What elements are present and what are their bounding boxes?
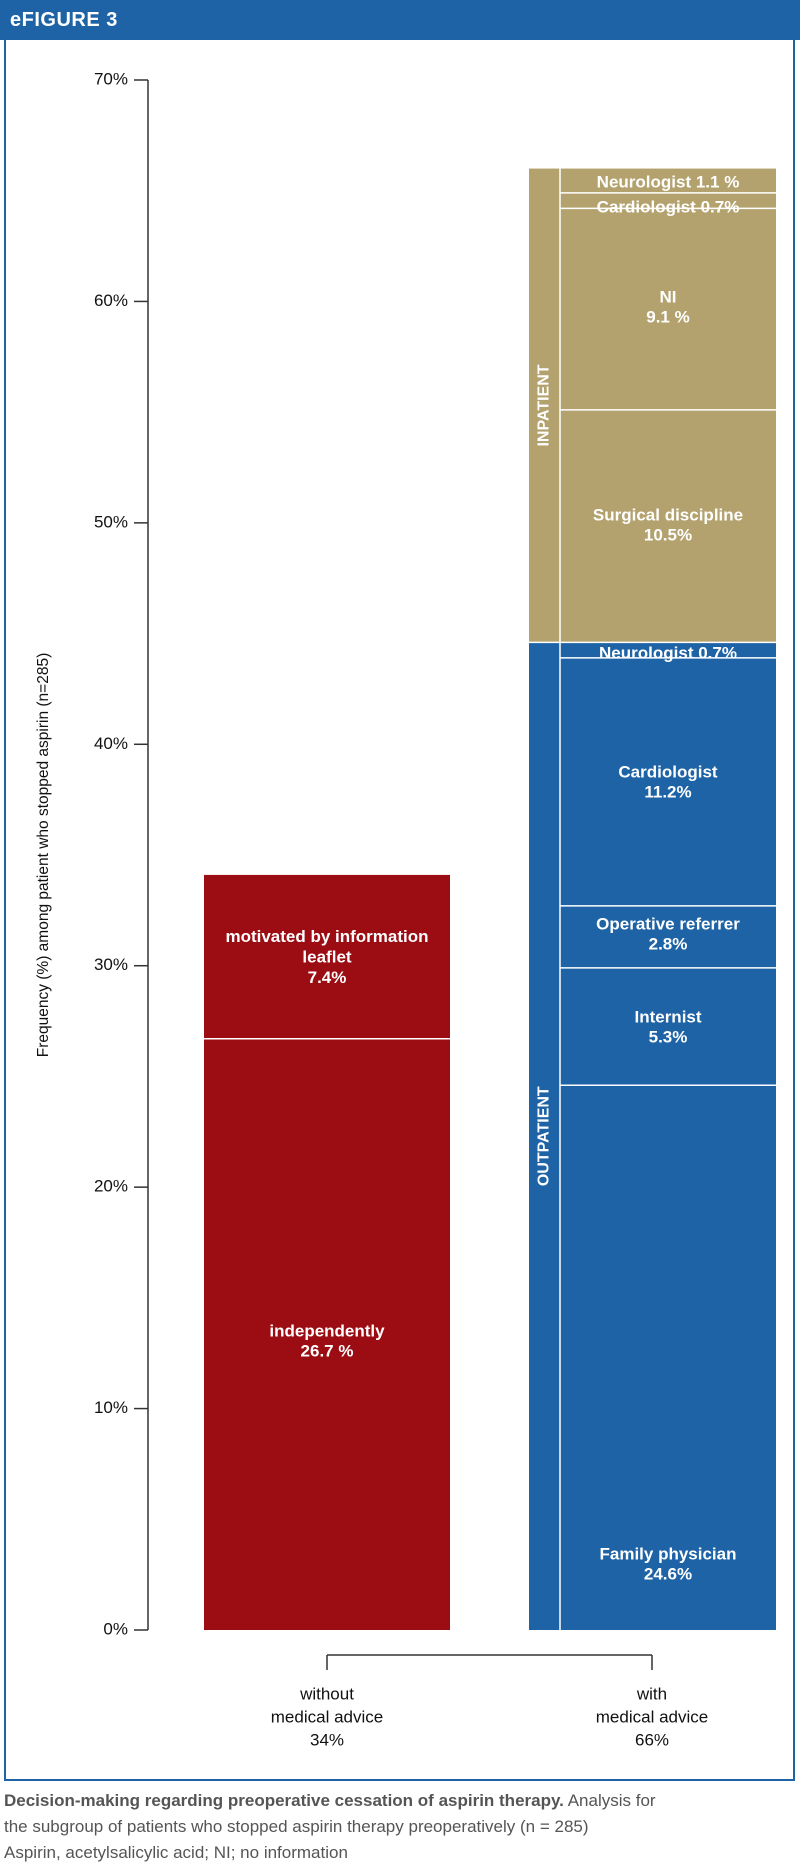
segment-label: Surgical discipline	[593, 505, 743, 524]
x-category-label: with	[636, 1684, 667, 1703]
bar-segment	[560, 168, 776, 193]
bar-segment	[560, 642, 776, 658]
group-label: INPATIENT	[536, 364, 553, 446]
segment-label: Cardiologist 0.7%	[597, 197, 740, 216]
segment-label: Cardiologist	[618, 762, 718, 781]
segment-label: Operative referrer	[596, 914, 740, 933]
x-category-label: medical advice	[596, 1707, 708, 1726]
caption-text-3: Aspirin, acetylsalicylic acid; NI; no in…	[4, 1843, 348, 1862]
y-axis-label: Frequency (%) among patient who stopped …	[35, 653, 52, 1058]
segment-label: 24.6%	[644, 1565, 692, 1584]
bar-segment	[560, 1085, 776, 1630]
x-category-label: 66%	[635, 1730, 669, 1749]
y-tick-label: 40%	[94, 734, 128, 753]
x-category-label: without	[299, 1684, 354, 1703]
y-tick-label: 50%	[94, 512, 128, 531]
segment-label: independently	[269, 1321, 385, 1340]
bar-segment	[560, 967, 776, 1086]
segment-label: Internist	[634, 1007, 701, 1026]
segment-label: 2.8%	[649, 935, 688, 954]
figure-header: eFIGURE 3	[0, 0, 800, 40]
x-category-label: medical advice	[271, 1707, 383, 1726]
y-tick-label: 10%	[94, 1398, 128, 1417]
bar-segment	[204, 874, 450, 1039]
segment-label: Neurologist 0.7%	[599, 643, 737, 662]
y-tick-label: 70%	[94, 69, 128, 88]
stacked-bar-chart: 0% 10% 20% 30% 40% 50% 60% 70% Frequency (%) amo…	[35, 69, 776, 1749]
caption-title: Decision-making regarding preoperative c…	[4, 1791, 564, 1810]
segment-label: Neurologist 1.1 %	[597, 172, 740, 191]
caption-text-1: Analysis for	[563, 1791, 656, 1810]
bar-segment	[204, 1038, 450, 1630]
segment-label: NI	[660, 287, 677, 306]
segment-label: Family physician	[600, 1544, 737, 1563]
segment-label: leaflet	[302, 947, 351, 966]
bar-segment	[560, 409, 776, 643]
segment-label: 10.5%	[644, 526, 692, 545]
y-tick-label: 0%	[103, 1619, 128, 1638]
group-label: OUTPATIENT	[536, 1086, 553, 1186]
caption-text-2: the subgroup of patients who stopped asp…	[4, 1817, 589, 1836]
bar-segment	[560, 905, 776, 968]
segment-label: 11.2%	[644, 783, 691, 802]
group-strip	[529, 642, 560, 1630]
bar-segment	[560, 192, 776, 209]
segment-label: 9.1 %	[646, 308, 689, 327]
segment-label: 5.3%	[649, 1028, 688, 1047]
segment-label: 7.4%	[308, 968, 347, 987]
y-tick-label: 20%	[94, 1177, 128, 1196]
x-category-label: 34%	[310, 1730, 344, 1749]
chart-frame	[4, 40, 795, 1781]
y-tick-label: 30%	[94, 955, 128, 974]
bar-segment	[560, 657, 776, 906]
group-strip	[529, 168, 560, 643]
segment-label: 26.7 %	[301, 1342, 354, 1361]
y-tick-label: 60%	[94, 291, 128, 310]
segment-label: motivated by information	[225, 927, 428, 946]
figure-caption: Decision-making regarding preoperative c…	[4, 1788, 794, 1866]
figure-title: eFIGURE 3	[10, 9, 118, 31]
bar-segment	[560, 208, 776, 410]
